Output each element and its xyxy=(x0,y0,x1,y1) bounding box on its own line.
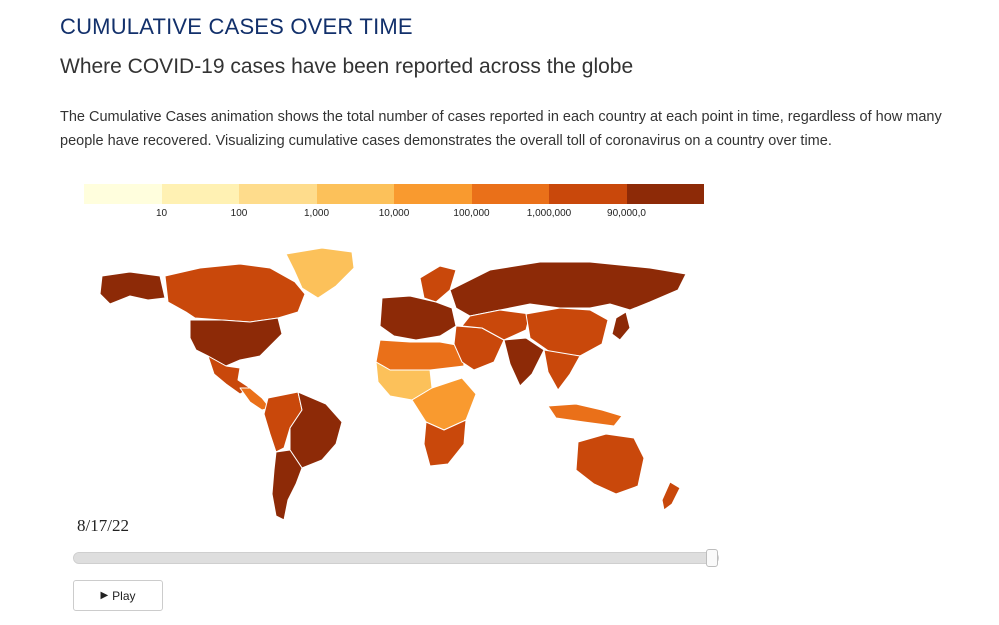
legend-swatch xyxy=(84,184,162,204)
region-argentina-chile xyxy=(271,449,303,521)
play-icon: ▶ xyxy=(100,590,109,601)
legend-swatch xyxy=(626,184,704,204)
region-russia xyxy=(449,261,687,317)
legend-label: 10 xyxy=(155,208,168,219)
legend-swatch xyxy=(161,184,239,204)
legend-label: 90,000,0 xyxy=(607,208,646,219)
legend-label: 100 xyxy=(230,208,248,219)
region-new-zealand xyxy=(661,481,681,511)
region-north-africa xyxy=(375,339,465,371)
region-alaska xyxy=(99,271,166,305)
timeline-slider[interactable] xyxy=(73,549,719,567)
legend-swatch xyxy=(316,184,394,204)
timeline-date: 8/17/22 xyxy=(77,516,129,535)
region-europe xyxy=(379,295,457,341)
timeline-slider-fill xyxy=(74,553,718,563)
legend-label: 1,000,000 xyxy=(526,208,572,219)
region-usa xyxy=(189,317,283,367)
legend-label: 1,000 xyxy=(303,208,330,219)
page-subtitle: Where COVID-19 cases have been reported … xyxy=(60,55,634,78)
legend-label: 100,000 xyxy=(453,208,490,219)
region-indonesia xyxy=(547,403,623,427)
region-southern-africa xyxy=(423,419,467,467)
legend-swatch xyxy=(239,184,317,204)
region-china xyxy=(525,307,609,357)
play-button[interactable]: ▶ Play xyxy=(73,580,163,611)
region-australia xyxy=(575,433,645,495)
page-title: CUMULATIVE CASES OVER TIME xyxy=(60,14,413,39)
legend-swatch xyxy=(549,184,627,204)
page-description: The Cumulative Cases animation shows the… xyxy=(60,109,942,149)
region-central-asia xyxy=(461,309,531,341)
world-map xyxy=(99,247,687,521)
region-brazil xyxy=(289,391,343,469)
legend-label: 10,000 xyxy=(378,208,410,219)
region-southeast-asia xyxy=(543,349,581,391)
region-greenland xyxy=(285,247,355,299)
legend-color-bar xyxy=(84,184,704,204)
play-button-label: Play xyxy=(112,588,136,603)
color-legend: 10 100 1,000 10,000 100,000 1,000,000 90,000,0 xyxy=(84,184,724,224)
legend-swatch xyxy=(471,184,549,204)
region-canada xyxy=(164,263,306,323)
region-scandinavia xyxy=(419,265,457,303)
region-japan xyxy=(611,311,631,341)
timeline-slider-handle[interactable] xyxy=(706,549,718,567)
region-india xyxy=(503,337,545,387)
legend-swatch xyxy=(394,184,472,204)
